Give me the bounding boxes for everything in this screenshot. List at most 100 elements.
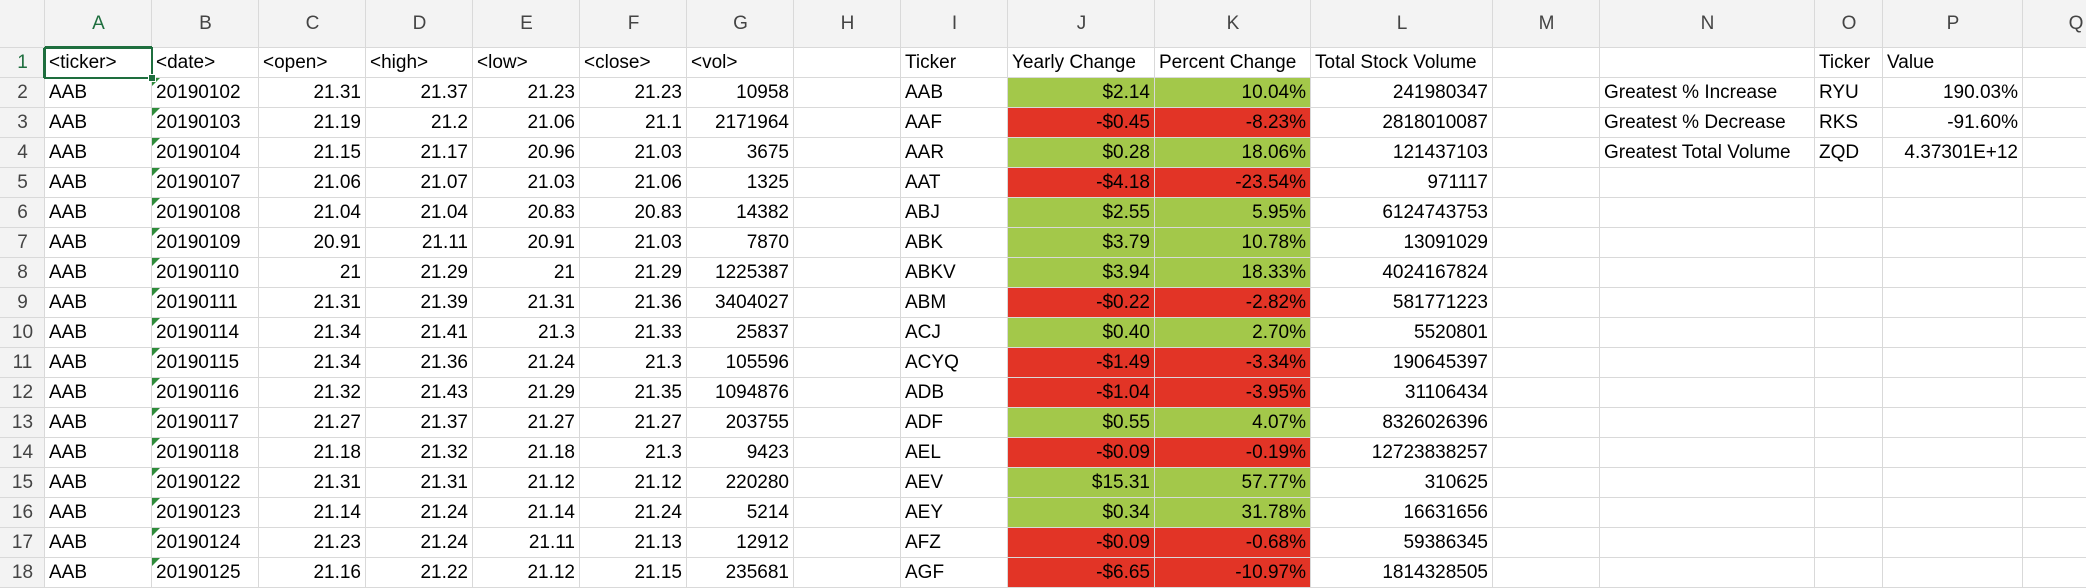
percent-change-cell[interactable]: 5.95% <box>1155 198 1310 227</box>
value-cell[interactable]: 7870 <box>746 231 789 253</box>
summary-ticker-cell[interactable]: ABKV <box>905 261 956 283</box>
value-cell[interactable]: 21.31 <box>527 291 575 313</box>
value-cell[interactable]: 2171964 <box>715 111 789 133</box>
stock-header-cell[interactable]: <close> <box>584 51 651 73</box>
summary-header-cell[interactable]: Yearly Change <box>1012 51 1136 73</box>
value-cell[interactable]: 21.1 <box>645 111 682 133</box>
percent-change-cell[interactable]: -10.97% <box>1155 558 1310 587</box>
value-cell[interactable]: 21.36 <box>420 351 468 373</box>
value-cell[interactable]: 21.12 <box>634 471 682 493</box>
value-cell[interactable]: 3675 <box>746 141 789 163</box>
yearly-change-cell[interactable]: -$6.65 <box>1008 558 1154 587</box>
ticker-cell[interactable]: AAB <box>49 261 88 283</box>
total-volume-cell[interactable]: 2818010087 <box>1382 111 1488 133</box>
greatest-header-cell[interactable]: Ticker <box>1819 51 1871 73</box>
value-cell[interactable]: 21.41 <box>420 321 468 343</box>
row-header-2[interactable]: 2 <box>17 82 28 103</box>
value-cell[interactable]: 21.11 <box>528 531 575 553</box>
greatest-value-cell[interactable]: 190.03% <box>1942 81 2018 103</box>
value-cell[interactable]: 21.04 <box>313 201 361 223</box>
value-cell[interactable]: 21.06 <box>313 171 361 193</box>
value-cell[interactable]: 21.23 <box>634 81 682 103</box>
yearly-change-cell[interactable]: $2.14 <box>1008 78 1154 107</box>
summary-ticker-cell[interactable]: AAB <box>905 81 944 103</box>
summary-ticker-cell[interactable]: AGF <box>905 561 945 583</box>
greatest-label-cell[interactable]: Greatest % Increase <box>1604 81 1778 103</box>
value-cell[interactable]: 1225387 <box>715 261 789 283</box>
yearly-change-cell[interactable]: -$0.09 <box>1008 438 1154 467</box>
date-cell[interactable]: 20190122 <box>156 471 241 493</box>
value-cell[interactable]: 220280 <box>725 471 789 493</box>
ticker-cell[interactable]: AAB <box>49 561 88 583</box>
row-header-12[interactable]: 12 <box>11 382 34 403</box>
row-header-5[interactable]: 5 <box>17 172 28 193</box>
value-cell[interactable]: 21.03 <box>527 171 575 193</box>
value-cell[interactable]: 21.24 <box>527 351 575 373</box>
value-cell[interactable]: 21.14 <box>527 501 575 523</box>
value-cell[interactable]: 235681 <box>725 561 789 583</box>
summary-ticker-cell[interactable]: AAF <box>905 111 942 133</box>
value-cell[interactable]: 10958 <box>736 81 789 103</box>
row-header-14[interactable]: 14 <box>11 442 34 463</box>
value-cell[interactable]: 21.07 <box>420 171 468 193</box>
column-header-n[interactable]: N <box>1700 13 1715 34</box>
ticker-cell[interactable]: AAB <box>49 171 88 193</box>
row-header-7[interactable]: 7 <box>17 232 28 253</box>
date-cell[interactable]: 20190102 <box>156 81 241 103</box>
row-header-1[interactable]: 1 <box>17 52 28 73</box>
ticker-cell[interactable]: AAB <box>49 471 88 493</box>
date-cell[interactable]: 20190109 <box>156 231 241 253</box>
value-cell[interactable]: 20.91 <box>527 231 575 253</box>
total-volume-cell[interactable]: 4024167824 <box>1382 261 1488 283</box>
yearly-change-cell[interactable]: $2.55 <box>1008 198 1154 227</box>
ticker-cell[interactable]: AAB <box>49 81 88 103</box>
yearly-change-cell[interactable]: -$0.09 <box>1008 528 1154 557</box>
date-cell[interactable]: 20190108 <box>156 201 241 223</box>
stock-header-cell[interactable]: <date> <box>156 51 216 73</box>
value-cell[interactable]: 21.37 <box>420 411 468 433</box>
total-volume-cell[interactable]: 190645397 <box>1392 351 1488 373</box>
value-cell[interactable]: 21.12 <box>527 471 575 493</box>
percent-change-cell[interactable]: 4.07% <box>1155 408 1310 437</box>
value-cell[interactable]: 21.24 <box>420 501 468 523</box>
yearly-change-cell[interactable]: $0.28 <box>1008 138 1154 167</box>
percent-change-cell[interactable]: -2.82% <box>1155 288 1310 317</box>
value-cell[interactable]: 20.91 <box>313 231 361 253</box>
value-cell[interactable]: 21.31 <box>313 471 361 493</box>
column-header-b[interactable]: B <box>199 13 212 34</box>
value-cell[interactable]: 21 <box>339 261 361 283</box>
value-cell[interactable]: 21.16 <box>313 561 361 583</box>
row-header-10[interactable]: 10 <box>11 322 34 343</box>
total-volume-cell[interactable]: 581771223 <box>1392 291 1488 313</box>
yearly-change-cell[interactable]: $0.40 <box>1008 318 1154 347</box>
percent-change-cell[interactable]: -23.54% <box>1155 168 1310 197</box>
date-cell[interactable]: 20190103 <box>156 111 241 133</box>
row-header-18[interactable]: 18 <box>11 562 34 583</box>
summary-ticker-cell[interactable]: AEY <box>905 501 944 523</box>
column-header-c[interactable]: C <box>305 13 320 34</box>
value-cell[interactable]: 14382 <box>736 201 789 223</box>
value-cell[interactable]: 203755 <box>725 411 789 433</box>
summary-ticker-cell[interactable]: ACYQ <box>905 351 959 373</box>
percent-change-cell[interactable]: -3.34% <box>1155 348 1310 377</box>
summary-ticker-cell[interactable]: ACJ <box>905 321 941 343</box>
row-header-4[interactable]: 4 <box>17 142 28 163</box>
value-cell[interactable]: 21.17 <box>420 141 468 163</box>
date-cell[interactable]: 20190114 <box>156 321 240 343</box>
total-volume-cell[interactable]: 1814328505 <box>1382 561 1488 583</box>
ticker-cell[interactable]: AAB <box>49 531 88 553</box>
fill-handle[interactable] <box>148 74 156 82</box>
value-cell[interactable]: 21.29 <box>634 261 682 283</box>
percent-change-cell[interactable]: 10.04% <box>1155 78 1310 107</box>
greatest-value-cell[interactable]: -91.60% <box>1947 111 2018 133</box>
value-cell[interactable]: 21.2 <box>431 111 468 133</box>
row-header-11[interactable]: 11 <box>12 352 33 373</box>
row-header-9[interactable]: 9 <box>17 292 28 313</box>
row-header-6[interactable]: 6 <box>17 202 28 223</box>
summary-ticker-cell[interactable]: AFZ <box>905 531 941 553</box>
value-cell[interactable]: 21.32 <box>420 441 468 463</box>
value-cell[interactable]: 25837 <box>736 321 789 343</box>
summary-ticker-cell[interactable]: ABJ <box>905 201 940 223</box>
total-volume-cell[interactable]: 121437103 <box>1392 141 1488 163</box>
percent-change-cell[interactable]: 31.78% <box>1155 498 1310 527</box>
